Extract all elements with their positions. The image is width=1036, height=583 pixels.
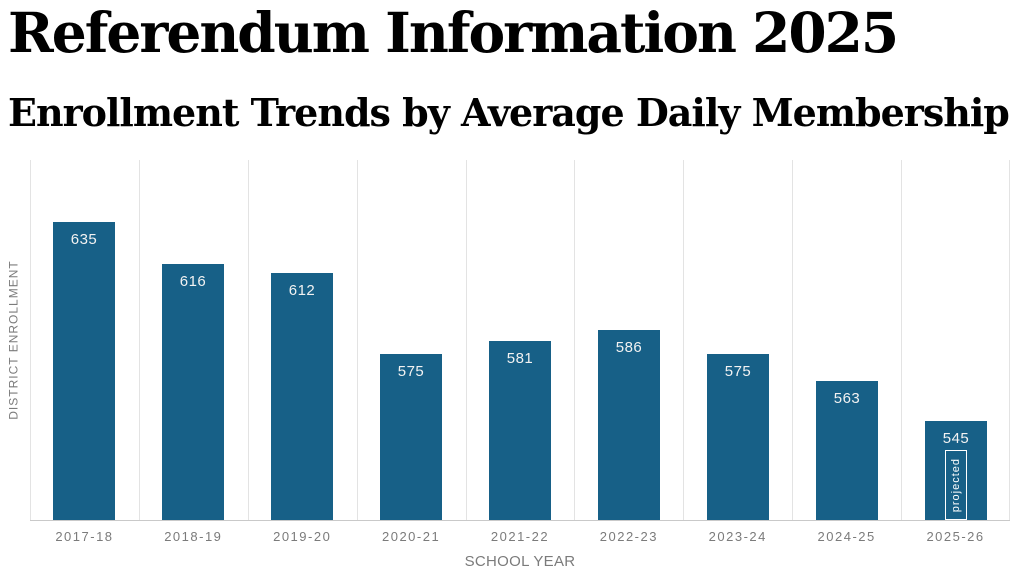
gridline	[792, 160, 794, 520]
bar-2023-24: 575	[707, 354, 769, 520]
x-axis-label: SCHOOL YEAR	[464, 553, 576, 570]
gridline	[574, 160, 576, 520]
bar-2017-18: 635	[53, 222, 115, 520]
x-tick-label: 2022-23	[599, 529, 658, 544]
y-axis-label: DISTRICT ENROLLMENT	[0, 160, 28, 520]
gridline	[30, 160, 31, 520]
bar-value-label: 563	[833, 390, 861, 407]
x-tick-label: 2017-18	[55, 529, 114, 544]
gridline	[356, 160, 358, 520]
x-tick-label: 2025-26	[926, 529, 985, 544]
bar-2022-23: 586	[598, 330, 660, 520]
y-axis-label-text: DISTRICT ENROLLMENT	[7, 260, 21, 420]
x-tick-label: 2019-20	[273, 529, 332, 544]
x-tick-label: 2023-24	[708, 529, 767, 544]
bar-value-label: 575	[397, 363, 425, 380]
bar-value-label: 612	[288, 282, 316, 299]
chart-title: Enrollment Trends by Average Daily Membe…	[8, 90, 1010, 135]
bar-value-label: 545	[942, 430, 970, 447]
bar-value-label: 586	[615, 339, 643, 356]
bar-2019-20: 612	[271, 273, 333, 520]
x-tick-label: 2020-21	[381, 529, 441, 544]
bar-2025-26: 545 projected	[925, 421, 987, 520]
bar-2018-19: 616	[162, 264, 224, 520]
bar-value-label: 616	[179, 273, 207, 290]
page-title: Referendum Information 2025	[8, 0, 899, 65]
x-tick-label: 2021-22	[490, 529, 550, 544]
gridline	[465, 160, 467, 520]
bar-2020-21: 575	[380, 354, 442, 520]
x-tick-label: 2018-19	[164, 529, 223, 544]
gridline	[683, 160, 685, 520]
projected-annotation-box: projected	[945, 450, 967, 520]
gridline	[1009, 160, 1010, 520]
bar-value-label: 575	[724, 363, 752, 380]
projected-annotation-label: projected	[950, 457, 962, 513]
bar-2024-25: 563	[816, 381, 878, 520]
bar-value-label: 635	[70, 231, 98, 248]
plot-area: 635 2017-18 616 2018-19 612 2019-20 575 2020-21…	[30, 160, 1010, 544]
gridline	[247, 160, 249, 520]
gridline	[138, 160, 140, 520]
bar-2021-22: 581	[489, 341, 551, 520]
x-tick-label: 2024-25	[817, 529, 876, 544]
bar-value-label: 581	[506, 350, 534, 367]
gridline	[901, 160, 903, 520]
